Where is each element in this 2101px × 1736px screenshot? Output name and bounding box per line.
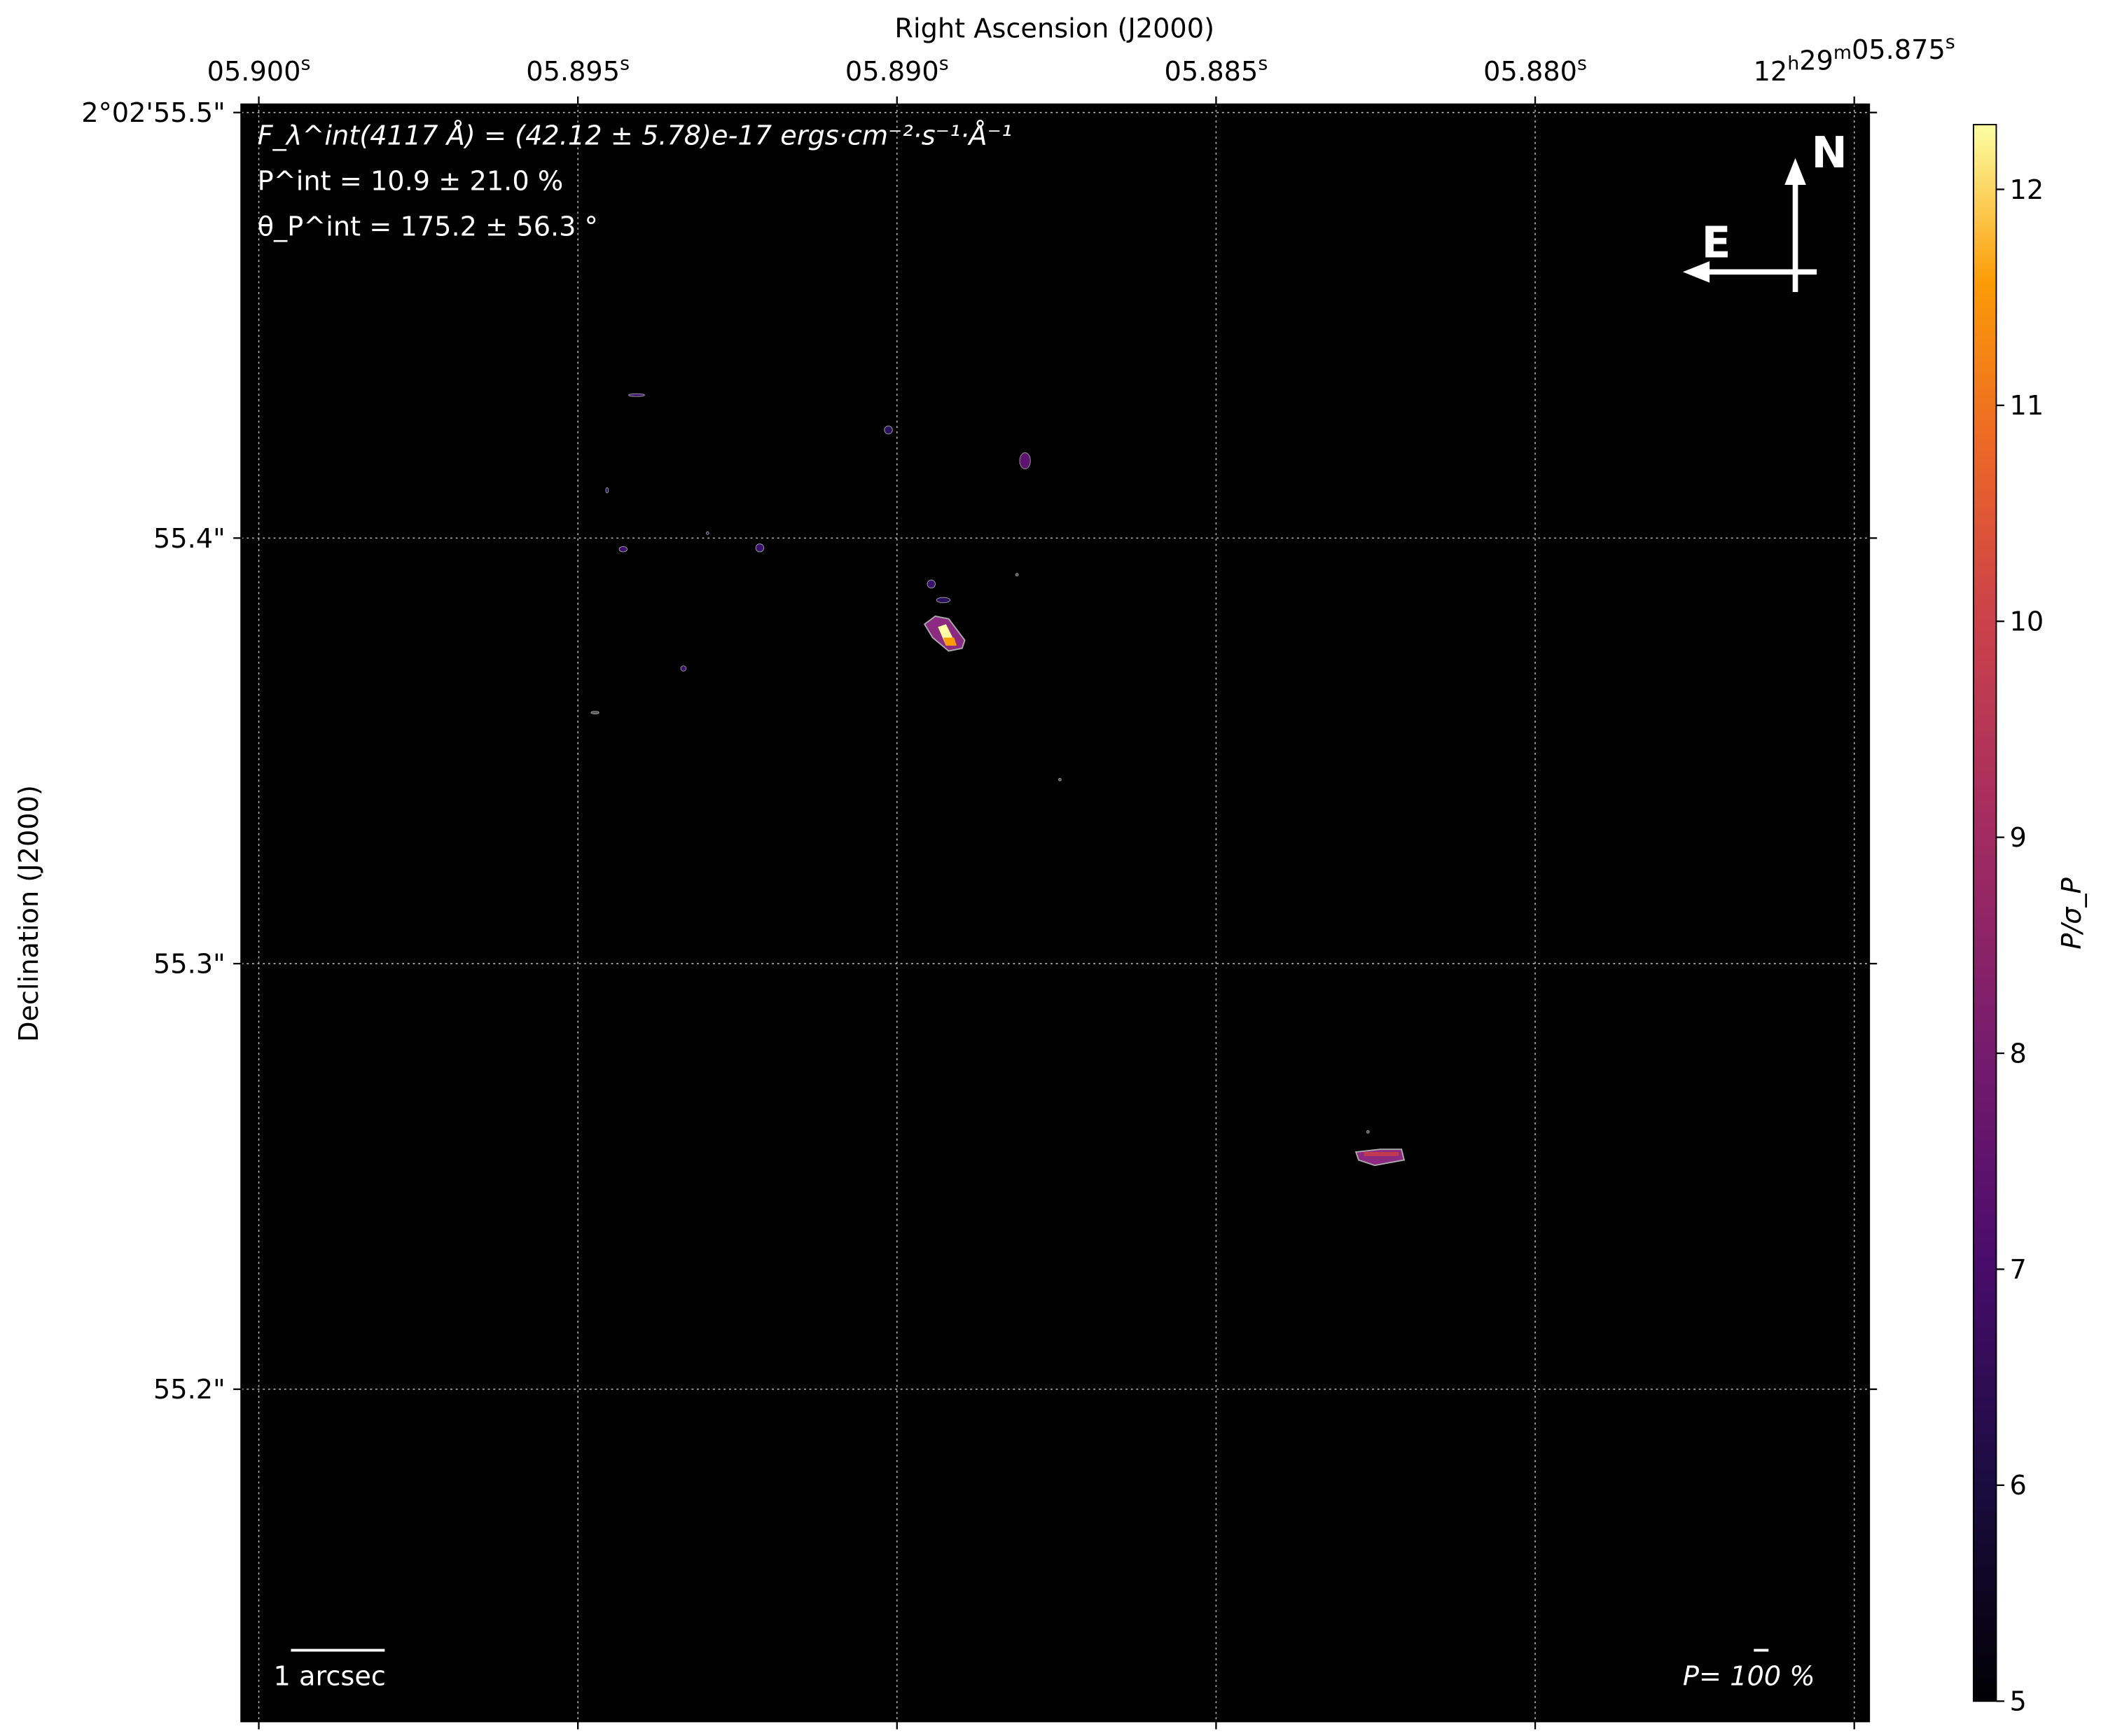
colorbar-tick-label: 12 <box>2010 174 2044 206</box>
source-central-peak <box>943 637 957 646</box>
plot-frame <box>240 103 1871 1723</box>
colorbar-ticks: 5 6 7 8 9 10 11 12 <box>1996 174 2044 1718</box>
east-label: E <box>1702 218 1731 268</box>
y-tick-label: 55.3" <box>153 948 226 980</box>
compass <box>1682 158 1817 292</box>
scale-bar-label: 1 arcsec <box>274 1660 386 1692</box>
colorbar-tick-label: 9 <box>2010 822 2027 854</box>
x-axis-label: Right Ascension (J2000) <box>894 13 1214 45</box>
colorbar-tick-label: 11 <box>2010 390 2044 422</box>
source-blob <box>605 487 609 494</box>
source-blob <box>755 543 765 553</box>
source-blob <box>936 597 951 604</box>
source-blob <box>884 425 893 435</box>
plot-area <box>241 104 1869 1721</box>
colorbar-tick-label: 7 <box>2010 1254 2027 1286</box>
x-axis-ticks: 05.900s 05.895s 05.890s 05.885s 05.880s 12h29… <box>207 32 1955 1730</box>
source-blob <box>1366 1130 1370 1134</box>
y-tick-label: 55.4" <box>153 523 226 555</box>
grid-lines <box>241 104 1869 1721</box>
source-blob <box>680 665 687 672</box>
y-axis-ticks: 2°02'55.5" 55.4" 55.3" 55.2" <box>81 97 1878 1405</box>
colorbar <box>1972 123 1997 1702</box>
east-arrowhead-icon <box>1682 261 1710 283</box>
x-tick-label: 12h29m05.875s <box>1754 32 1955 88</box>
source-blob <box>1058 777 1062 782</box>
colorbar-tick-label: 5 <box>2010 1686 2027 1718</box>
north-arrowhead-icon <box>1784 158 1806 185</box>
x-tick-label: 05.895s <box>526 53 630 87</box>
source-blob <box>1015 573 1019 576</box>
source-blob <box>627 393 645 397</box>
source-southeast-peak <box>1364 1152 1399 1156</box>
source-blob <box>1019 452 1031 469</box>
x-tick-label: 05.900s <box>207 53 311 87</box>
flux-annotation: F_λ^int(4117 Å) = (42.12 ± 5.78)e-17 erg… <box>258 119 1013 152</box>
colorbar-label: P/σ_P <box>2056 877 2088 949</box>
polarization-sources <box>590 393 1406 1167</box>
source-blob <box>618 546 628 553</box>
x-tick-label: 05.885s <box>1165 53 1268 87</box>
vector-scale-label: P= 100 % <box>1683 1660 1815 1692</box>
source-blob <box>705 531 709 535</box>
pol-angle-annotation: θ_P^int = 175.2 ± 56.3 ° <box>258 211 598 243</box>
colorbar-tick-label: 6 <box>2010 1470 2027 1501</box>
pol-degree-annotation: P^int = 10.9 ± 21.0 % <box>258 166 564 197</box>
source-blob <box>927 579 936 589</box>
y-axis-label: Declination (J2000) <box>13 785 45 1042</box>
y-tick-label: 55.2" <box>153 1374 226 1405</box>
colorbar-tick-label: 8 <box>2010 1038 2027 1069</box>
x-tick-label: 05.880s <box>1483 53 1587 87</box>
integrated-values: F_λ^int(4117 Å) = (42.12 ± 5.78)e-17 erg… <box>258 119 1013 243</box>
colorbar-tick-label: 10 <box>2010 606 2044 638</box>
source-blob <box>590 711 599 715</box>
x-tick-label: 05.890s <box>845 53 949 87</box>
north-label: N <box>1811 128 1847 178</box>
y-tick-label: 2°02'55.5" <box>81 97 225 129</box>
